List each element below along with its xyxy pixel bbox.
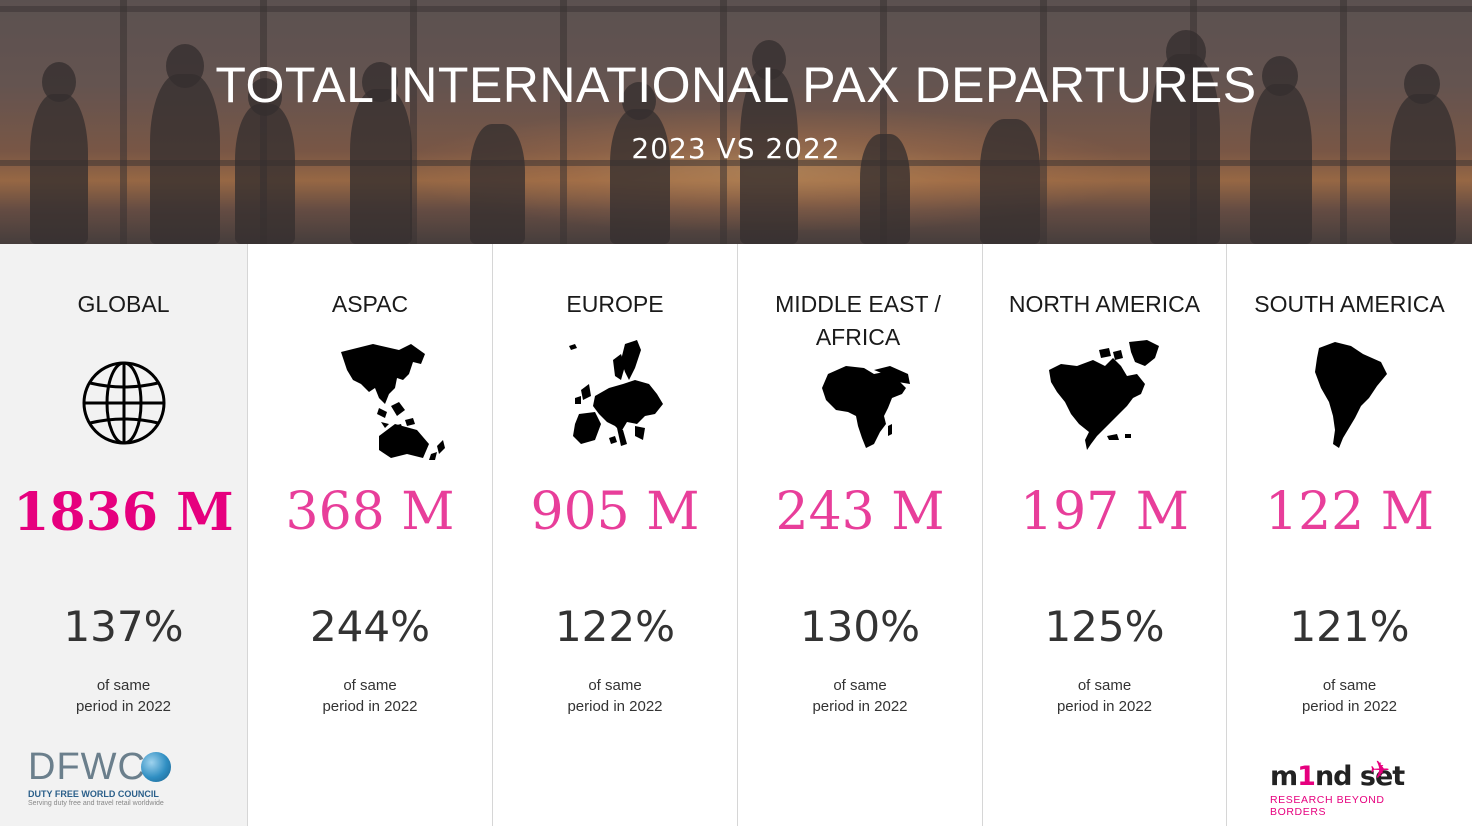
region-column-south-america: SOUTH AMERICA 122 M 121% of same period … [1226,244,1472,826]
region-name: GLOBAL [77,291,170,317]
dfwc-logo-name: DUTY FREE WORLD COUNCIL [28,789,159,799]
region-name: SOUTH AMERICA [1254,291,1445,317]
mindset-logo-tagline: RESEARCH BEYOND BORDERS [1270,794,1385,818]
region-note-line2: period in 2022 [1056,698,1153,715]
region-name: EUROPE [566,291,664,317]
page-title: TOTAL INTERNATIONAL PAX DEPARTURES [215,57,1257,113]
dfwc-globe-icon [141,752,171,782]
mindset-logo-word-one: 1 [1297,761,1316,792]
region-value: 1836 M [13,482,234,543]
region-note-line2: period in 2022 [567,698,663,715]
region-note-line2: period in 2022 [812,698,908,715]
north-america-map-icon [983,340,1226,465]
region-name: ASPAC [331,291,409,317]
mindset-logo: m1nd set ✈ RESEARCH BEYOND BORDERS [1270,756,1440,818]
region-value: 905 M [530,482,700,542]
region-column-global: GLOBAL 1836 M 137% of same period in 202… [0,244,247,826]
page-subtitle: 2023 VS 2022 [631,132,841,165]
airplane-icon: ✈ [1370,756,1391,784]
mindset-logo-word-end: nd set [1314,761,1405,792]
dfwc-logo: DFWC DUTY FREE WORLD COUNCIL Serving dut… [28,748,178,812]
mindset-logo-word-start: m [1270,761,1298,792]
dfwc-logo-tagline: Serving duty free and travel retail worl… [28,800,164,807]
region-note-line1: of same [833,677,887,694]
region-percent: 244% [309,602,431,651]
region-percent: 121% [1289,602,1410,651]
mindset-logo-word: m1nd set [1270,762,1440,792]
region-value: 122 M [1264,482,1435,542]
region-value: 243 M [775,482,945,542]
region-value: 368 M [285,482,455,542]
region-note: of same period in 2022 [0,675,247,717]
region-note-line1: of same [1322,677,1377,694]
region-note-line2: period in 2022 [1301,698,1398,715]
region-note: of same period in 2022 [248,675,492,717]
region-note-line1: of same [1077,677,1132,694]
dfwc-logo-letters: DFWC [28,746,146,788]
south-america-map-icon [1227,340,1472,465]
region-note-line1: of same [343,677,397,694]
globe-icon [0,340,247,465]
region-column-north-america: NORTH AMERICA 197 M 125% of same period … [982,244,1226,826]
region-note: of same period in 2022 [493,675,737,717]
region-note-line1: of same [588,677,642,694]
region-note: of same period in 2022 [1227,675,1472,717]
region-note: of same period in 2022 [983,675,1226,717]
region-column-europe: EUROPE 905 M 122% of same [492,244,737,826]
region-percent: 137% [63,602,184,651]
region-value: 197 M [1019,482,1190,542]
region-note: of same period in 2022 [738,675,982,717]
header-banner [0,0,1472,244]
region-name: MIDDLE EAST / AFRICA [775,291,941,350]
region-percent: 122% [554,602,676,651]
region-name: NORTH AMERICA [1008,291,1201,317]
region-note-line2: period in 2022 [322,698,418,715]
europe-map-icon [493,340,737,465]
asia-pacific-map-icon [248,340,492,465]
region-note-line1: of same [96,677,151,694]
region-column-middle-east-africa: MIDDLE EAST / AFRICA 243 M 130% of same … [737,244,982,826]
region-percent: 130% [799,602,921,651]
region-percent: 125% [1044,602,1165,651]
region-column-aspac: ASPAC 368 M 244% of same period in [247,244,492,826]
africa-map-icon [738,340,982,465]
region-note-line2: period in 2022 [75,698,172,715]
